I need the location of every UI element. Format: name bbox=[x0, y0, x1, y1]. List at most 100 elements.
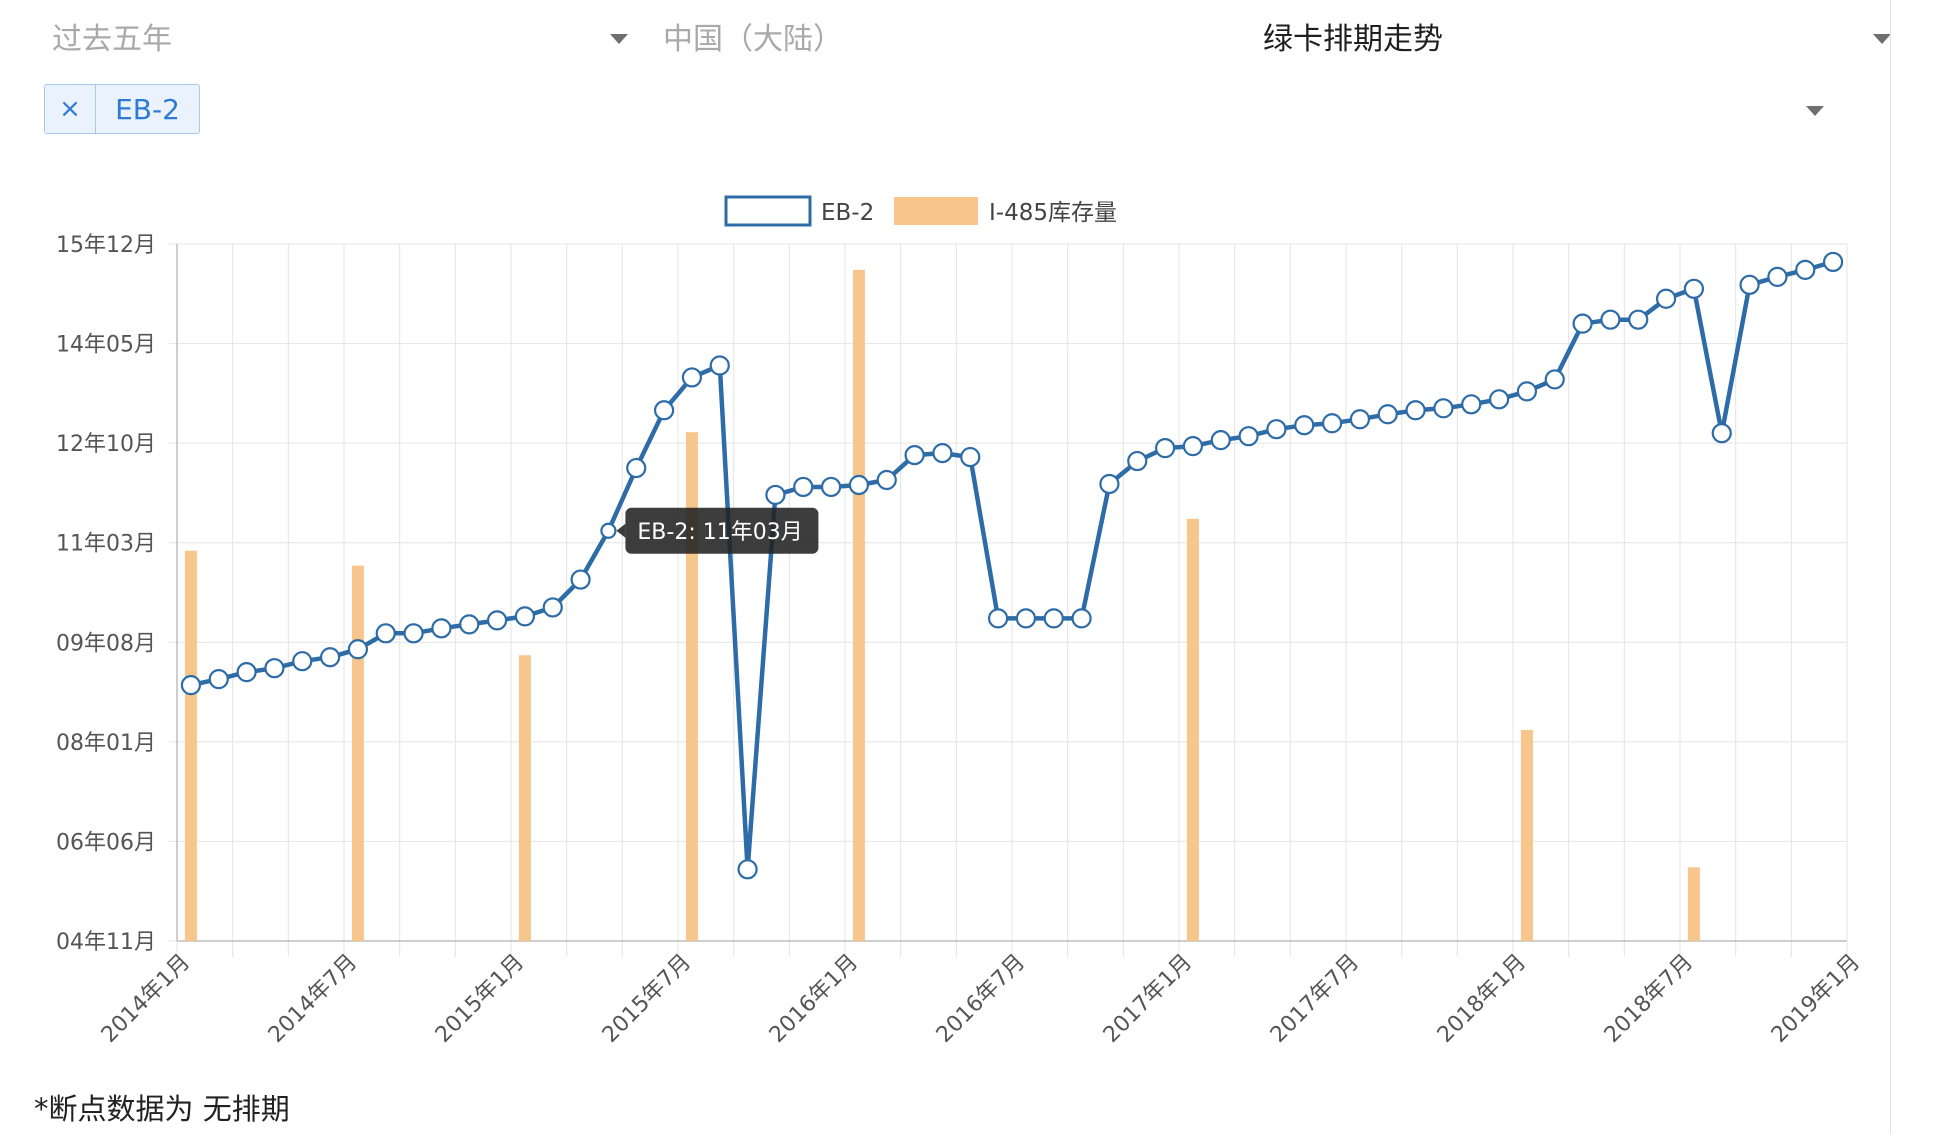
x-tick-label: 2018年7月 bbox=[1600, 950, 1698, 1048]
period-select[interactable]: 过去五年 bbox=[52, 8, 632, 64]
point-eb2 bbox=[1349, 409, 1371, 430]
point-eb2 bbox=[600, 522, 617, 539]
point-eb2 bbox=[904, 444, 925, 466]
legend-label-eb2: EB-2 bbox=[821, 200, 874, 226]
point-eb2 bbox=[1544, 369, 1565, 390]
y-tick-label: 15年12月 bbox=[56, 233, 156, 258]
y-tick-label: 11年03月 bbox=[56, 532, 156, 557]
close-icon[interactable]: × bbox=[45, 85, 96, 133]
point-eb2 bbox=[709, 355, 730, 376]
point-eb2 bbox=[1294, 415, 1315, 436]
country-select-value: 中国（大陆） bbox=[663, 22, 843, 57]
point-eb2 bbox=[681, 367, 703, 388]
point-eb2 bbox=[403, 623, 424, 644]
x-tick-label: 2017年7月 bbox=[1266, 950, 1364, 1048]
point-eb2 bbox=[542, 597, 563, 618]
view-select[interactable]: 绿卡排期走势 bbox=[1263, 8, 1563, 64]
point-eb2 bbox=[932, 443, 953, 464]
category-tag-label: EB-2 bbox=[115, 92, 180, 126]
point-eb2 bbox=[459, 614, 480, 635]
y-tick-label: 06年06月 bbox=[56, 830, 156, 855]
point-eb2 bbox=[737, 859, 758, 880]
bar-i485 bbox=[685, 432, 698, 941]
chevron-down-icon[interactable] bbox=[1806, 106, 1824, 116]
point-eb2 bbox=[570, 569, 591, 590]
point-eb2 bbox=[1238, 426, 1259, 447]
point-eb2 bbox=[1321, 413, 1343, 434]
point-eb2 bbox=[1822, 251, 1844, 273]
x-tick-label: 2015年1月 bbox=[431, 950, 529, 1048]
country-select[interactable]: 中国（大陆） bbox=[663, 8, 1891, 64]
point-eb2 bbox=[1015, 608, 1037, 629]
y-tick-label: 09年08月 bbox=[56, 631, 156, 656]
y-tick-label: 08年01月 bbox=[56, 731, 156, 756]
point-eb2 bbox=[208, 669, 229, 690]
point-eb2 bbox=[431, 618, 452, 639]
footnote: *断点数据为 无排期 bbox=[34, 1092, 290, 1126]
point-eb2 bbox=[820, 476, 842, 498]
point-eb2 bbox=[1767, 266, 1788, 287]
x-tick-label: 2019年1月 bbox=[1767, 950, 1865, 1048]
point-eb2 bbox=[1655, 288, 1677, 309]
point-eb2 bbox=[626, 457, 647, 479]
legend-swatch-i485 bbox=[894, 197, 978, 225]
point-eb2 bbox=[793, 476, 814, 498]
point-eb2 bbox=[1433, 398, 1454, 419]
bar-i485 bbox=[1687, 867, 1700, 941]
legend-label-i485: I-485库存量 bbox=[989, 200, 1117, 226]
point-eb2 bbox=[1739, 274, 1760, 295]
x-tick-label: 2014年1月 bbox=[97, 950, 195, 1048]
category-tag: × EB-2 bbox=[44, 84, 200, 134]
tooltip-pointer bbox=[616, 523, 626, 538]
point-eb2 bbox=[960, 446, 981, 468]
point-eb2 bbox=[1266, 419, 1287, 440]
x-tick-label: 2014年7月 bbox=[264, 950, 362, 1048]
point-eb2 bbox=[514, 606, 536, 627]
y-tick-label: 04年11月 bbox=[56, 930, 156, 955]
point-eb2 bbox=[375, 623, 396, 644]
bar-i485 bbox=[351, 565, 364, 941]
tooltip-text: EB-2: 11年03月 bbox=[637, 520, 802, 545]
point-eb2 bbox=[1154, 438, 1176, 459]
point-eb2 bbox=[236, 662, 257, 683]
trend-chart: 04年11月 06年06月 08年01月 09年08月 11年03月 12年10月 14年0… bbox=[56, 195, 1865, 1048]
bar-i485 bbox=[518, 655, 531, 941]
period-select-value: 过去五年 bbox=[52, 22, 172, 57]
point-eb2 bbox=[1683, 278, 1705, 299]
panel-divider bbox=[1890, 0, 1891, 1134]
point-eb2 bbox=[848, 474, 870, 496]
point-eb2 bbox=[1071, 608, 1092, 629]
chevron-down-icon bbox=[1873, 34, 1891, 44]
point-eb2 bbox=[1711, 423, 1732, 444]
point-eb2 bbox=[1461, 394, 1482, 415]
x-tick-label: 2016年7月 bbox=[932, 950, 1030, 1048]
point-eb2 bbox=[1182, 436, 1204, 457]
point-eb2 bbox=[264, 658, 285, 679]
point-eb2 bbox=[1516, 381, 1538, 402]
point-eb2 bbox=[1043, 608, 1064, 629]
view-select-value: 绿卡排期走势 bbox=[1263, 22, 1443, 57]
legend-swatch-eb2 bbox=[724, 195, 812, 227]
x-tick-label: 2018年1月 bbox=[1433, 950, 1531, 1048]
point-eb2 bbox=[1210, 430, 1231, 451]
tooltip: EB-2: 11年03月 bbox=[616, 507, 819, 554]
point-eb2 bbox=[292, 651, 313, 672]
point-eb2 bbox=[1099, 473, 1120, 495]
x-tick-label: 2015年7月 bbox=[598, 950, 696, 1048]
x-tick-label: 2017年1月 bbox=[1099, 950, 1197, 1048]
point-eb2 bbox=[1795, 259, 1816, 280]
bar-i485 bbox=[1186, 518, 1199, 941]
point-eb2 bbox=[486, 610, 508, 631]
bar-i485 bbox=[1520, 729, 1533, 941]
point-eb2 bbox=[347, 639, 369, 660]
point-eb2 bbox=[1377, 404, 1398, 425]
tooltip-box bbox=[625, 507, 819, 554]
point-eb2 bbox=[1488, 389, 1510, 410]
point-eb2 bbox=[319, 647, 341, 668]
point-eb2 bbox=[1628, 309, 1649, 330]
point-eb2 bbox=[653, 400, 675, 421]
point-eb2 bbox=[1405, 400, 1426, 421]
y-tick-label: 12年10月 bbox=[56, 432, 156, 457]
point-eb2 bbox=[1127, 450, 1148, 472]
chevron-down-icon bbox=[610, 34, 628, 44]
